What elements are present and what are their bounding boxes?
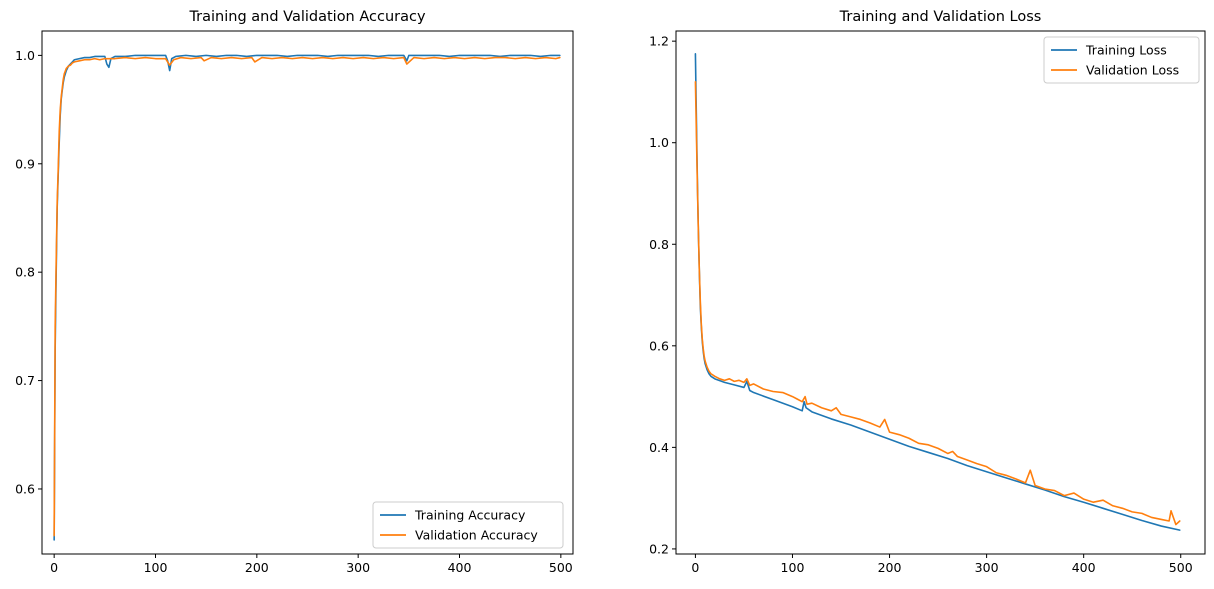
loss-x-tick-label: 200 — [878, 560, 902, 575]
accuracy-x-tick-label: 200 — [245, 560, 269, 575]
accuracy-y-tick-label: 0.7 — [15, 373, 35, 388]
loss-chart: Training and Validation Loss 0 100 200 300 4… — [649, 9, 1206, 575]
accuracy-legend: Training Accuracy Validation Accuracy — [372, 501, 564, 549]
loss-x-tick-label: 500 — [1169, 560, 1193, 575]
loss-series-lines — [694, 53, 1181, 531]
accuracy-chart: Training and Validation Accuracy 0 100 200… — [15, 9, 574, 575]
loss-y-tick-label: 1.2 — [649, 34, 669, 49]
accuracy-y-tick-label: 1.0 — [15, 48, 35, 63]
accuracy-y-tick-label: 0.6 — [15, 481, 35, 496]
legend-label-training-accuracy: Training Accuracy — [414, 508, 526, 523]
legend-label-validation-accuracy: Validation Accuracy — [415, 528, 538, 543]
loss-y-tick-label: 0.4 — [649, 440, 669, 455]
accuracy-y-ticks: 0.6 0.7 0.8 0.9 1.0 — [15, 48, 42, 496]
accuracy-x-tick-label: 300 — [346, 560, 370, 575]
loss-y-tick-label: 0.6 — [649, 338, 669, 353]
accuracy-y-tick-label: 0.8 — [15, 265, 35, 280]
accuracy-x-tick-label: 0 — [50, 560, 58, 575]
accuracy-axes-frame — [41, 30, 574, 555]
loss-legend: Training Loss Validation Loss — [1043, 36, 1200, 84]
legend-label-validation-loss: Validation Loss — [1086, 63, 1179, 78]
accuracy-x-tick-label: 400 — [448, 560, 472, 575]
loss-y-tick-label: 1.0 — [649, 135, 669, 150]
loss-legend-box — [1043, 36, 1200, 84]
accuracy-chart-title: Training and Validation Accuracy — [188, 9, 426, 25]
accuracy-x-tick-label: 500 — [549, 560, 573, 575]
accuracy-legend-box — [372, 501, 564, 549]
series-line-validation-loss — [694, 80, 1181, 526]
loss-x-ticks: 0 100 200 300 400 500 — [691, 554, 1193, 575]
accuracy-series-lines — [53, 54, 561, 541]
loss-x-tick-label: 0 — [691, 560, 699, 575]
loss-y-ticks: 0.2 0.4 0.6 0.8 1.0 1.2 — [649, 34, 676, 556]
loss-chart-title: Training and Validation Loss — [839, 9, 1042, 25]
accuracy-x-tick-label: 100 — [144, 560, 168, 575]
loss-x-tick-label: 400 — [1072, 560, 1096, 575]
loss-y-tick-label: 0.8 — [649, 237, 669, 252]
series-line-validation-accuracy — [53, 56, 561, 537]
loss-x-tick-label: 300 — [975, 560, 999, 575]
loss-y-tick-label: 0.2 — [649, 541, 669, 556]
legend-label-training-loss: Training Loss — [1085, 43, 1167, 58]
accuracy-x-ticks: 0 100 200 300 400 500 — [50, 554, 573, 575]
loss-axes-frame — [675, 30, 1206, 555]
accuracy-y-tick-label: 0.9 — [15, 156, 35, 171]
loss-x-tick-label: 100 — [781, 560, 805, 575]
